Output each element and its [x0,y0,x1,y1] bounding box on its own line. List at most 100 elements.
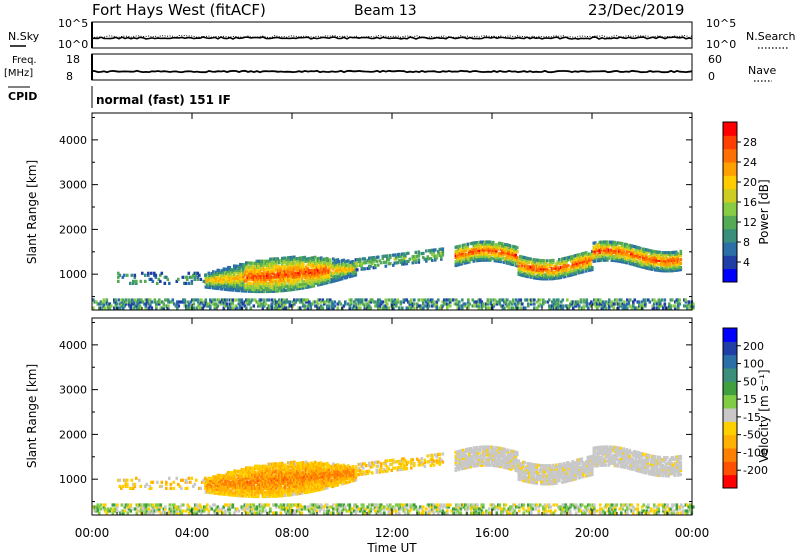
velocity-echo-cell [530,503,533,507]
power-echo-cell [508,256,512,260]
power-echo-cell [291,285,295,290]
power-echo-cell [243,271,247,275]
velocity-echo-cell [429,509,433,513]
velocity-echo-cell [212,503,215,507]
velocity-echo-cell [605,503,608,507]
power-echo-cell [285,298,289,302]
velocity-echo-cell [128,505,131,509]
power-echo-cell [318,280,322,285]
velocity-echo-cell [386,507,389,511]
power-echo-cell [538,264,542,269]
power-echo-cell [564,260,567,264]
power-echo-cell [486,242,489,246]
power-echo-cell [371,258,374,262]
power-echo-cell [272,257,275,261]
power-echo-cell [573,254,576,258]
power-echo-cell [206,277,209,281]
power-echo-cell [354,262,358,266]
velocity-echo-cell [251,474,254,478]
power-echo-cell [184,281,188,285]
velocity-echo-cell [152,511,155,515]
velocity-echo-cell [543,503,547,507]
power-echo-cell [493,255,497,259]
power-echo-cell [636,249,639,254]
power-echo-cell [312,264,316,268]
velocity-echo-cell [267,474,271,478]
velocity-echo-cell [249,505,253,509]
velocity-echo-cell [245,474,248,478]
velocity-echo-cell [237,479,241,484]
power-echo-cell [516,302,520,306]
power-echo-cell [378,259,382,263]
y-tick-label: 3000 [59,179,87,192]
power-echo-cell [666,265,669,269]
power-echo-cell [261,289,265,294]
velocity-echo-cell [668,507,671,511]
power-echo-cell [230,270,233,274]
velocity-echo-cell [453,511,457,515]
velocity-echo-cell [264,492,268,497]
power-echo-cell [377,255,380,259]
velocity-echo-cell [215,491,218,495]
velocity-echo-cell [189,509,193,513]
power-echo-cell [276,273,280,277]
velocity-echo-cell [492,503,496,507]
power-echo-cell [618,245,621,249]
power-echo-cell [302,268,305,272]
power-echo-cell [320,300,323,304]
power-echo-cell [607,252,611,256]
velocity-echo-cell [534,507,538,511]
power-echo-cell [505,259,509,263]
velocity-echo-cell [498,505,502,509]
velocity-echo-cell [105,511,109,515]
velocity-echo-cell [396,505,400,509]
velocity-echo-cell [681,511,685,515]
power-echo-cell [176,300,179,304]
power-echo-cell [664,255,668,259]
power-echo-cell [93,300,97,304]
power-echo-cell [213,286,217,290]
power-echo-cell [374,304,377,308]
velocity-echo-cell [446,509,449,513]
velocity-echo-cell [513,509,517,513]
velocity-echo-cell [116,509,119,513]
power-echo-cell [463,249,467,253]
velocity-echo-cell [285,507,289,511]
power-echo-cell [218,285,221,289]
power-echo-cell [350,302,353,306]
velocity-echo-cell [230,493,233,497]
velocity-echo-cell [96,503,100,507]
velocity-echo-cell [239,484,242,488]
power-echo-cell [459,304,463,308]
velocity-echo-cell [581,503,584,507]
velocity-echo-cell [206,490,209,494]
power-echo-cell [552,277,555,281]
power-echo-cell [243,273,247,277]
velocity-echo-cell [194,503,197,507]
freq-trace [91,54,693,80]
power-echo-cell [657,302,661,306]
power-echo-cell [222,300,226,304]
power-echo-cell [609,250,612,254]
power-echo-cell [254,279,257,283]
velocity-echo-cell [470,511,473,515]
power-echo-cell [555,270,558,274]
power-echo-cell [663,302,667,306]
power-echo-cell [264,267,268,271]
power-echo-cell [474,243,477,247]
power-echo-cell [98,302,101,306]
velocity-echo-cell [375,503,379,507]
power-echo-cell [267,283,271,287]
power-echo-cell [462,302,466,306]
power-echo-cell [387,262,391,266]
velocity-echo-cell [665,511,668,515]
power-echo-cell [549,277,552,281]
power-echo-cell [258,269,262,273]
power-echo-cell [248,300,251,304]
velocity-echo-cell [663,507,667,511]
power-echo-cell [293,298,296,302]
power-echo-cell [263,261,266,265]
power-echo-cell [371,256,374,260]
power-echo-cell [365,298,368,302]
velocity-echo-cell [141,503,145,507]
